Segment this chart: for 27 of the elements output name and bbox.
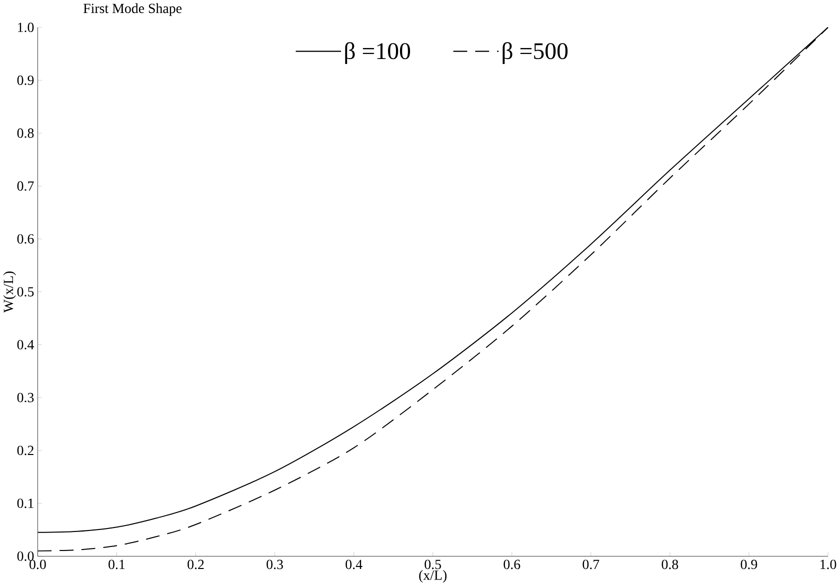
y-tick-label: 1.0 [18,22,34,32]
x-tick-label: 0.6 [504,560,520,570]
x-tick-label: 0.3 [266,560,283,570]
y-tick-label: 0.9 [17,76,34,86]
y-tick-label: 0.2 [17,446,34,456]
x-tick-label: 0.0 [30,560,46,570]
y-tick-label: 0.6 [17,234,34,244]
x-axis-title: (x/L) [419,570,447,583]
x-tick-label: 0.5 [424,560,442,570]
y-tick-label: 0.5 [17,287,34,297]
y-tick-label: 0.0 [17,551,34,561]
y-tick-label: 0.4 [17,340,34,350]
y-tick-label: 0.1 [17,498,34,508]
x-tick-label: 0.8 [662,560,678,570]
legend-label: β =100 [345,42,410,64]
y-tick-label: 0.7 [17,181,34,191]
legend-label: β =500 [502,42,568,64]
x-tick-label: 0.7 [582,560,600,570]
x-tick-label: 0.4 [346,560,362,570]
y-tick-label: 0.3 [17,392,34,402]
x-tick-label: 0.9 [740,560,758,570]
y-tick-label: 0.8 [17,128,34,138]
x-tick-label: 0.1 [108,560,125,570]
chart-title: First Mode Shape [83,3,182,16]
y-axis-title: W(x/L) [3,272,16,313]
x-tick-label: 0.2 [188,560,204,570]
x-tick-label: 1.0 [820,560,836,570]
